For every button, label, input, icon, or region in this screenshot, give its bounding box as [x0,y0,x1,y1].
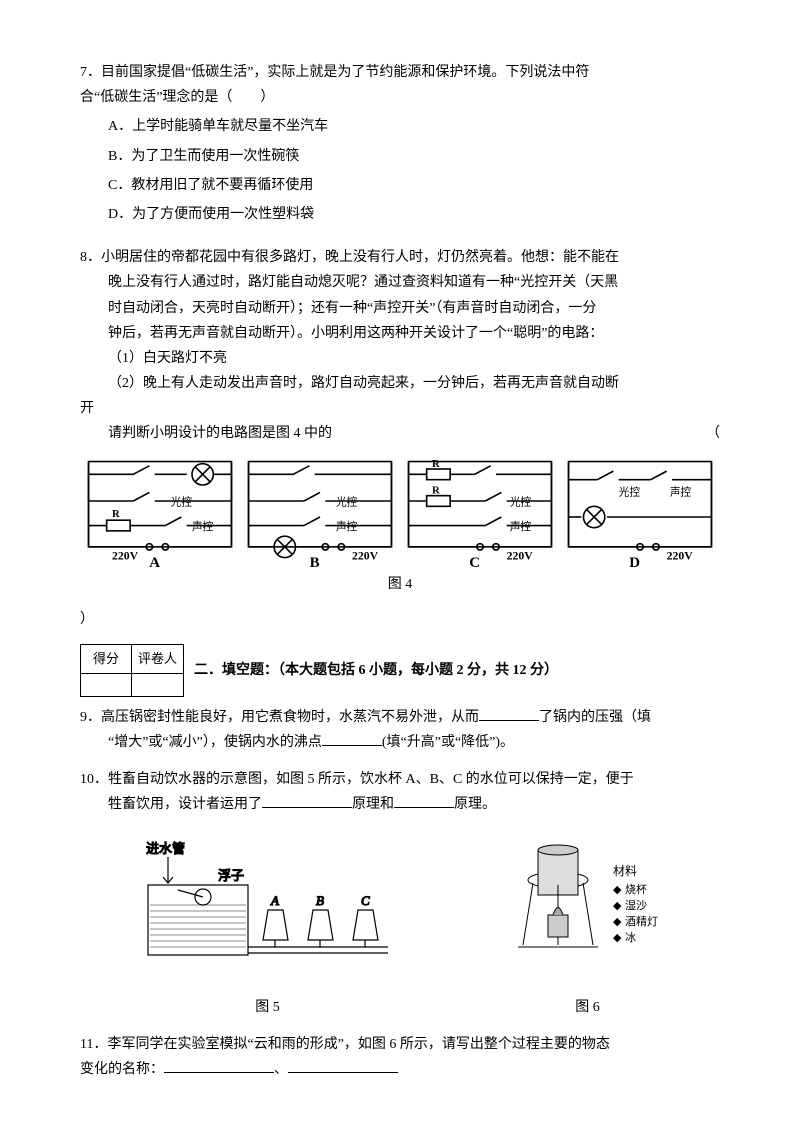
q7-stem-text1: 目前国家提倡“低碳生活”，实际上就是为了节约能源和保护环境。下列说法中符 [101,65,589,80]
q7-stem-line2: 合“低碳生活”理念的是（ ） [80,85,720,110]
circuit-a: 光控 声控 R 220V A [80,453,240,570]
q9-t3: “增大”或“减小”），使锅内水的沸点 [108,735,322,750]
section-2-header: 得分评卷人 二．填空题：（本大题包括 6 小题，每小题 2 分，共 12 分） [80,644,720,696]
svg-text:◆: ◆ [613,932,622,944]
label-sheng: 声控 [192,519,214,532]
q11-t1: 李军同学在实验室模拟“云和雨的形成”，如图 6 所示，请写出整个过程主要的物态 [107,1037,609,1052]
fig6-item3: 冰 [625,931,636,944]
q9-t1: 高压锅密封性能良好，用它煮食物时，水蒸汽不易外泄，从而 [101,710,479,725]
fig6-legend-title: 材料 [613,864,637,878]
label-guang-c: 光控 [510,495,532,508]
q7-number: 7． [80,65,101,80]
fig5-cup-b: B [316,893,324,908]
q8-line3: 钟后，若再无声音就自动断开）。小明利用这两种开关设计了一个“聪明”的电路： [80,321,720,346]
q10-blank2 [394,793,454,808]
q11-t2: 变化的名称： [80,1062,164,1077]
q8-ask: 请判断小明设计的电路图是图 4 中的 [108,421,332,446]
q11-blank2 [288,1058,398,1073]
svg-text:◆: ◆ [613,884,622,896]
q8-number: 8． [80,250,101,265]
score-cell-2: 评卷人 [132,645,184,673]
label-sheng-d: 声控 [670,485,692,498]
q10-number: 10． [80,772,108,787]
fig5-cup-c: C [361,893,370,908]
label-volt-d: 220V [667,549,694,562]
label-guang-b: 光控 [336,495,358,508]
figure-4-caption: 图 4 [80,572,720,597]
svg-text:◆: ◆ [613,916,622,928]
label-r: R [112,509,120,520]
q7-option-b: B．为了卫生而使用一次性碗筷 [108,144,720,169]
figure-5-caption: 图 5 [128,995,408,1020]
circuit-d: 光控 声控 220V D [560,453,720,570]
q7-option-c: C．教材用旧了就不要再循环使用 [108,173,720,198]
q10-t2: 牲畜饮用，设计者运用了 [108,797,262,812]
figure-5-6-row: 进水管 浮子 [80,825,720,1019]
question-11: 11．李军同学在实验室模拟“云和雨的形成”，如图 6 所示，请写出整个过程主要的… [80,1032,720,1082]
circuit-c-label: C [469,555,480,570]
q9-t4: (填“升高”或“降低”)。 [382,735,514,750]
q8-paren-open: （ [706,421,720,446]
label-volt: 220V [112,549,139,562]
circuit-c: R R 光控 声控 220V C [400,453,560,570]
q7-option-a: A．上学时能骑单车就尽量不坐汽车 [108,114,720,139]
fig6-item0: 烧杯 [625,882,647,896]
q9-blank2 [322,731,382,746]
q10-t1: 牲畜自动饮水器的示意图，如图 5 所示，饮水杯 A、B、C 的水位可以保持一定，… [108,772,634,787]
label-sheng-c: 声控 [510,519,532,532]
q10-t3: 原理和 [352,797,394,812]
fig6-item1: 湿沙 [625,899,647,912]
fig6-item2: 酒精灯 [625,915,658,928]
label-sheng-b: 声控 [336,519,358,532]
q10-t4: 原理。 [454,797,496,812]
q8-paren-close: ） [80,607,720,632]
section-2-title: 二．填空题：（本大题包括 6 小题，每小题 2 分，共 12 分） [194,658,558,683]
q8-sub2: （2）晚上有人走动发出声音时，路灯自动亮起来，一分钟后，若再无声音就自动断 [80,371,720,396]
score-table: 得分评卷人 [80,644,184,696]
fig5-inlet-label: 进水管 [146,841,185,856]
q11-number: 11． [80,1037,107,1052]
label-volt-b: 220V [352,549,379,562]
label-r-c1: R [432,458,440,469]
label-guang-d: 光控 [619,485,641,498]
q8-line1: 晚上没有行人通过时，路灯能自动熄灭呢？通过查资料知道有一种“光控开关（天黑 [80,270,720,295]
label-guang: 光控 [171,495,193,508]
fig5-cup-a: A [270,893,279,908]
q7-stem-line1: 7．目前国家提倡“低碳生活”，实际上就是为了节约能源和保护环境。下列说法中符 [80,60,720,85]
question-10: 10．牲畜自动饮水器的示意图，如图 5 所示，饮水杯 A、B、C 的水位可以保持… [80,767,720,1020]
question-7: 7．目前国家提倡“低碳生活”，实际上就是为了节约能源和保护环境。下列说法中符 合… [80,60,720,227]
q7-option-d: D．为了方便而使用一次性塑料袋 [108,202,720,227]
figure-4-row: 光控 声控 R 220V A 光控 声控 220V B [80,453,720,570]
circuit-b-label: B [310,555,320,570]
figure-6-caption: 图 6 [503,995,673,1020]
circuit-b: 光控 声控 220V B [240,453,400,570]
q8-sub2b: 开 [80,396,720,421]
q11-sep: 、 [274,1062,288,1077]
score-blank-2 [132,673,184,696]
question-9: 9．高压锅密封性能良好，用它煮食物时，水蒸汽不易外泄，从而 了锅内的压强（填 “增… [80,705,720,755]
circuit-a-label: A [149,555,160,570]
figure-5: 进水管 浮子 [128,835,408,1019]
q8-sub1: （1）白天路灯不亮 [80,346,720,371]
circuit-d-label: D [629,555,640,570]
fig5-float-label: 浮子 [218,868,244,883]
label-volt-c: 220V [507,549,534,562]
q8-line2: 时自动闭合，天亮时自动断开）；还有一种“声控开关”（有声音时自动闭合，一分 [80,296,720,321]
svg-text:◆: ◆ [613,900,622,912]
q7-options: A．上学时能骑单车就尽量不坐汽车 B．为了卫生而使用一次性碗筷 C．教材用旧了就… [108,114,720,227]
q11-blank1 [164,1058,274,1073]
q8-line0: 小明居住的帝都花园中有很多路灯，晚上没有行人时，灯仍然亮着。他想：能不能在 [101,250,619,265]
figure-6: 材料 ◆烧杯 ◆湿沙 ◆酒精灯 ◆冰 图 6 [503,825,673,1019]
q9-blank1 [479,706,539,721]
q10-blank1 [262,793,352,808]
score-blank-1 [81,673,132,696]
question-8: 8．小明居住的帝都花园中有很多路灯，晚上没有行人时，灯仍然亮着。他想：能不能在 … [80,245,720,632]
q9-number: 9． [80,710,101,725]
q9-t2: 了锅内的压强（填 [539,710,651,725]
label-r-c2: R [432,485,440,496]
score-cell-1: 得分 [81,645,132,673]
